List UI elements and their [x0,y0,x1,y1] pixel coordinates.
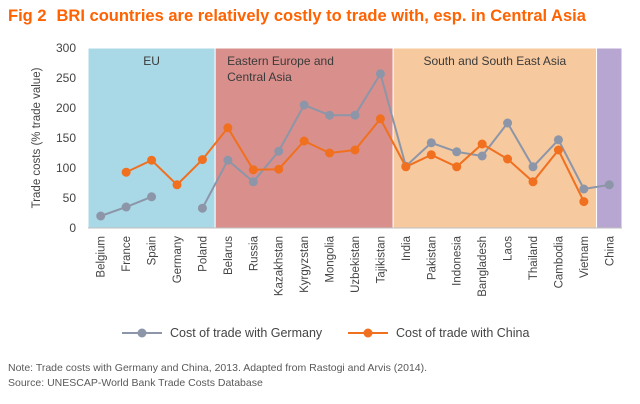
germany-point [350,110,360,120]
germany-point [452,147,462,157]
chart-note: Note: Trade costs with Germany and China… [8,362,428,374]
germany-point [528,162,538,172]
y-axis-label: Trade costs (% trade value) [31,67,43,208]
region-band-3 [596,47,623,229]
y-axis: 0 50 100 150 200 250 300 Trade costs (% trade v… [31,41,622,235]
china-point [350,145,360,155]
x-tick-label: France [121,236,133,272]
china-point [375,114,385,124]
germany-point [223,155,233,165]
chart-title: Fig 2 BRI countries are relatively costly… [8,7,636,31]
y-tick-label: 200 [56,101,76,115]
x-tick-label: Cambodia [553,235,565,288]
trade-cost-chart: EU Eastern Europe and Central Asia South an… [31,41,623,340]
china-point [147,155,157,165]
germany-point [121,202,131,212]
y-tick-label: 100 [56,161,76,175]
x-tick-label: Belarus [223,236,235,275]
x-tick-label: Pakistan [426,236,438,280]
region-label: Eastern Europe and [227,54,334,68]
legend-label-china: Cost of trade with China [396,326,529,340]
x-tick-label: Thailand [528,236,540,280]
x-tick-label: Kyrgyzstan [299,236,311,293]
china-point [553,145,563,155]
region-label: South and South East Asia [423,54,566,68]
series-lines [96,69,614,221]
y-tick-label: 250 [56,71,76,85]
germany-point [248,177,258,187]
germany-point [197,203,207,213]
china-point [172,180,182,190]
legend: Cost of trade with Germany Cost of trade … [122,326,529,340]
china-point [477,139,487,149]
legend-marker-china [363,328,373,338]
x-tick-label: Russia [248,235,260,271]
chart-source: Source: UNESCAP-World Bank Trade Costs D… [8,377,263,389]
germany-point [375,69,385,79]
germany-point [553,135,563,145]
x-tick-label: Tajikistan [375,236,387,283]
y-tick-label: 300 [56,41,76,55]
china-point [325,148,335,158]
x-tick-label: India [401,235,413,261]
china-point [452,162,462,172]
china-point [197,155,207,165]
china-point [426,150,436,160]
x-tick-label: Belgium [96,236,108,278]
x-tick-label: China [604,235,616,266]
china-point [401,162,411,172]
germany-point [426,138,436,148]
germany-point [604,180,614,190]
germany-point [579,184,589,194]
china-point [248,165,258,175]
germany-point [503,118,513,128]
figure-title: BRI countries are relatively costly to t… [56,7,586,25]
x-tick-label: Indonesia [452,235,464,285]
china-point [528,177,538,187]
china-point [503,154,513,164]
china-point [121,167,131,177]
germany-point [299,100,309,110]
x-tick-label: Uzbekistan [350,236,362,293]
x-tick-label: Mongolia [325,235,337,282]
y-tick-label: 150 [56,131,76,145]
x-tick-label: Spain [147,236,159,265]
germany-point [477,151,487,161]
x-tick-label: Bangladesh [477,236,489,297]
x-tick-label: Kazakhstan [274,236,286,296]
region-bands: EU Eastern Europe and Central Asia South an… [87,47,623,229]
x-tick-label: Vietnam [579,236,591,278]
china-point [274,164,284,174]
x-tick-label: Germany [172,236,184,284]
germany-point [325,110,335,120]
germany-point [96,211,106,221]
china-point [579,197,589,207]
legend-label-germany: Cost of trade with Germany [170,326,323,340]
x-axis: Belgium France Spain Germany Poland Belarus Ru… [96,235,617,296]
region-label: Central Asia [227,70,292,84]
germany-point [274,146,284,156]
region-label: EU [143,54,160,68]
y-tick-label: 0 [69,221,76,235]
germany-point [147,192,157,202]
x-tick-label: Poland [197,236,209,272]
china-point [223,123,233,133]
figure-label: Fig 2 [8,7,47,25]
china-point [299,136,309,146]
x-tick-label: Laos [503,236,515,261]
y-tick-label: 50 [63,191,77,205]
legend-marker-germany [137,328,147,338]
